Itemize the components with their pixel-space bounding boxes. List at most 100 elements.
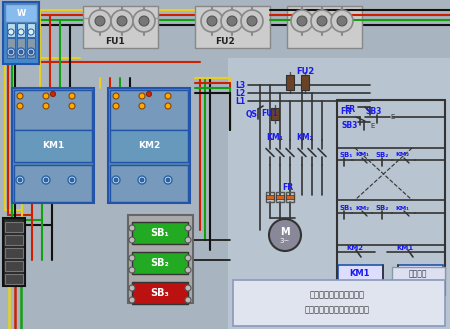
Text: SB3: SB3	[365, 108, 382, 116]
Circle shape	[129, 285, 135, 291]
Circle shape	[112, 176, 120, 184]
Circle shape	[129, 267, 135, 273]
Bar	[338, 265, 383, 283]
Circle shape	[138, 176, 146, 184]
Bar	[17, 38, 25, 58]
Text: L2: L2	[235, 89, 245, 97]
Text: 3~: 3~	[280, 238, 290, 244]
Circle shape	[95, 16, 105, 26]
Bar	[110, 130, 188, 163]
Circle shape	[185, 267, 191, 273]
Circle shape	[129, 255, 135, 261]
Circle shape	[185, 255, 191, 261]
Circle shape	[317, 16, 327, 26]
Text: SB₁: SB₁	[340, 152, 353, 158]
Circle shape	[241, 10, 263, 32]
Bar	[5, 222, 23, 232]
Circle shape	[113, 103, 119, 109]
Text: KM1: KM1	[396, 245, 414, 251]
Bar	[266, 195, 274, 199]
Text: SB₂: SB₂	[151, 258, 169, 268]
Text: SB₁: SB₁	[151, 228, 169, 238]
Bar	[132, 282, 188, 304]
Bar	[14, 165, 92, 202]
Bar	[132, 222, 188, 244]
Text: FR: FR	[344, 106, 356, 114]
Text: E: E	[391, 114, 395, 120]
Circle shape	[331, 10, 353, 32]
Circle shape	[129, 237, 135, 243]
Text: KM₂: KM₂	[395, 153, 409, 158]
Bar	[110, 165, 188, 202]
Circle shape	[28, 29, 34, 35]
Bar	[286, 192, 294, 202]
Text: FU1: FU1	[105, 38, 125, 46]
Circle shape	[201, 10, 223, 32]
Bar	[110, 90, 188, 130]
Text: SB₂: SB₂	[375, 205, 388, 211]
Circle shape	[7, 48, 15, 56]
Bar	[286, 75, 294, 90]
Bar	[132, 252, 188, 274]
Text: KM1: KM1	[350, 269, 370, 279]
Text: 将鼠标放到原理图中器件: 将鼠标放到原理图中器件	[310, 291, 364, 299]
Circle shape	[50, 91, 55, 96]
Circle shape	[165, 93, 171, 99]
Circle shape	[19, 50, 23, 54]
Bar	[5, 248, 23, 258]
Circle shape	[29, 50, 33, 54]
Text: L3: L3	[235, 81, 245, 89]
Bar	[14, 130, 92, 163]
Circle shape	[227, 16, 237, 26]
Circle shape	[111, 10, 133, 32]
Circle shape	[337, 16, 347, 26]
Text: SB₃: SB₃	[151, 288, 169, 298]
Bar	[398, 265, 443, 283]
Text: KM₁: KM₁	[266, 134, 284, 142]
Circle shape	[129, 297, 135, 303]
Circle shape	[164, 176, 172, 184]
Circle shape	[43, 103, 49, 109]
Circle shape	[27, 48, 35, 56]
Circle shape	[311, 10, 333, 32]
Bar	[276, 192, 284, 202]
Bar	[195, 6, 270, 48]
Circle shape	[8, 29, 14, 35]
Bar	[17, 23, 25, 37]
Bar	[5, 261, 23, 271]
Bar	[27, 38, 35, 58]
Circle shape	[166, 178, 170, 182]
Text: FR: FR	[283, 184, 293, 192]
Text: SB3: SB3	[342, 120, 358, 130]
Circle shape	[165, 103, 171, 109]
Circle shape	[185, 225, 191, 231]
Bar	[12, 88, 94, 203]
Circle shape	[221, 10, 243, 32]
Circle shape	[185, 297, 191, 303]
Bar	[14, 90, 92, 130]
Bar	[266, 192, 274, 202]
Circle shape	[247, 16, 257, 26]
Circle shape	[129, 225, 135, 231]
Circle shape	[16, 176, 24, 184]
Bar	[7, 38, 15, 58]
Circle shape	[69, 93, 75, 99]
Bar	[108, 88, 190, 203]
Bar	[271, 108, 279, 120]
Circle shape	[18, 178, 22, 182]
Circle shape	[139, 16, 149, 26]
Circle shape	[44, 178, 48, 182]
Bar	[287, 6, 362, 48]
Circle shape	[69, 103, 75, 109]
Bar	[27, 23, 35, 37]
Circle shape	[139, 103, 145, 109]
Bar	[301, 75, 309, 90]
Circle shape	[185, 285, 191, 291]
Bar	[286, 195, 294, 199]
Circle shape	[139, 93, 145, 99]
Circle shape	[17, 103, 23, 109]
Text: QS: QS	[246, 110, 258, 118]
Circle shape	[68, 176, 76, 184]
Text: 操作提示: 操作提示	[409, 269, 427, 279]
Text: M: M	[280, 227, 290, 237]
